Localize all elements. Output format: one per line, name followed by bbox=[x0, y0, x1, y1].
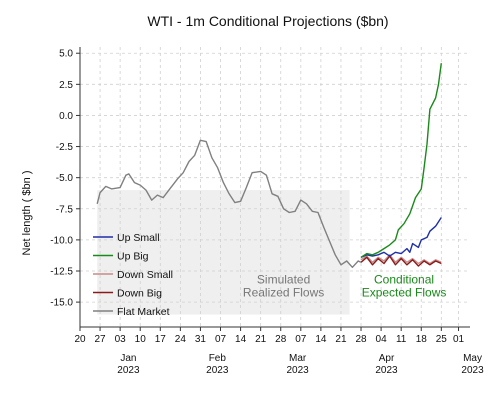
y-tick-label: -7.5 bbox=[56, 204, 74, 215]
x-tick-label: 11 bbox=[396, 334, 407, 345]
series-line-flat-market bbox=[96, 139, 362, 268]
y-tick-label: 0.0 bbox=[59, 111, 73, 122]
x-tick-label: 17 bbox=[155, 334, 167, 345]
x-tick-label: 28 bbox=[355, 334, 367, 345]
legend-label-flat-market: Flat Market bbox=[117, 306, 170, 318]
grid bbox=[79, 47, 470, 327]
x-tick-label: 25 bbox=[436, 334, 448, 345]
x-tick-label: 14 bbox=[315, 334, 327, 345]
y-tick-label: 5.0 bbox=[59, 49, 73, 60]
legend-label-down-small: Down Small bbox=[117, 269, 173, 281]
x-month-label: Feb 2023 bbox=[206, 353, 229, 376]
legend-label-down-big: Down Big bbox=[117, 288, 162, 300]
x-tick-label: 01 bbox=[453, 334, 465, 345]
series-line-up-big bbox=[360, 63, 442, 258]
series-line-down-small bbox=[360, 254, 442, 265]
legend-label-up-big: Up Big bbox=[117, 251, 149, 263]
x-tick-label: 28 bbox=[275, 334, 287, 345]
chart-title: WTI - 1m Conditional Projections ($bn) bbox=[147, 13, 388, 29]
y-tick-label: 2.5 bbox=[59, 80, 73, 91]
x-tick-label: 07 bbox=[295, 334, 307, 345]
annotations: Simulated Realized Flows Conditional Expect… bbox=[243, 272, 446, 299]
x-tick-label: 21 bbox=[335, 334, 347, 345]
x-month-label: Jan 2023 bbox=[117, 353, 140, 376]
x-tick-label: 20 bbox=[74, 334, 86, 345]
x-month-label: May 2023 bbox=[461, 353, 484, 376]
x-tick-label: 21 bbox=[255, 334, 267, 345]
y-axis-label: Net length ( $bn ) bbox=[21, 171, 33, 256]
legend-label-up-small: Up Small bbox=[117, 232, 160, 244]
y-tick-label: -5.0 bbox=[56, 173, 74, 184]
legend: Up Small Up Big Down Small Down Big Flat Mar… bbox=[93, 232, 173, 318]
y-tick-label: -15.0 bbox=[50, 298, 73, 309]
y-tick-label: -10.0 bbox=[50, 235, 73, 246]
series-line-down-big bbox=[360, 255, 442, 267]
y-tick-label: -2.5 bbox=[56, 142, 74, 153]
x-tick-label: 14 bbox=[235, 334, 247, 345]
x-month-label: Apr 2023 bbox=[375, 353, 398, 376]
series-line-up-small bbox=[360, 217, 442, 258]
x-tick-label: 24 bbox=[175, 334, 187, 345]
x-tick-label: 18 bbox=[416, 334, 428, 345]
annotation-conditional-expected-flows: Conditional Expected Flows bbox=[362, 272, 447, 299]
x-tick-label: 31 bbox=[195, 334, 207, 345]
x-tick-label: 27 bbox=[95, 334, 107, 345]
simulated-region-shading bbox=[97, 190, 350, 315]
x-tick-label: 10 bbox=[135, 334, 147, 345]
x-tick-label: 07 bbox=[215, 334, 227, 345]
x-tick-label: 04 bbox=[376, 334, 388, 345]
axes: 5.0 2.5 0.0 -2.5 -5.0 -7.5 -10.0 -12.5 -15.0 20 27… bbox=[50, 47, 484, 376]
x-month-label: Mar 2023 bbox=[286, 353, 309, 376]
series-lines bbox=[96, 63, 442, 268]
y-tick-label: -12.5 bbox=[50, 267, 73, 278]
x-tick-label: 03 bbox=[115, 334, 127, 345]
annotation-simulated-realized-flows: Simulated Realized Flows bbox=[243, 272, 324, 299]
